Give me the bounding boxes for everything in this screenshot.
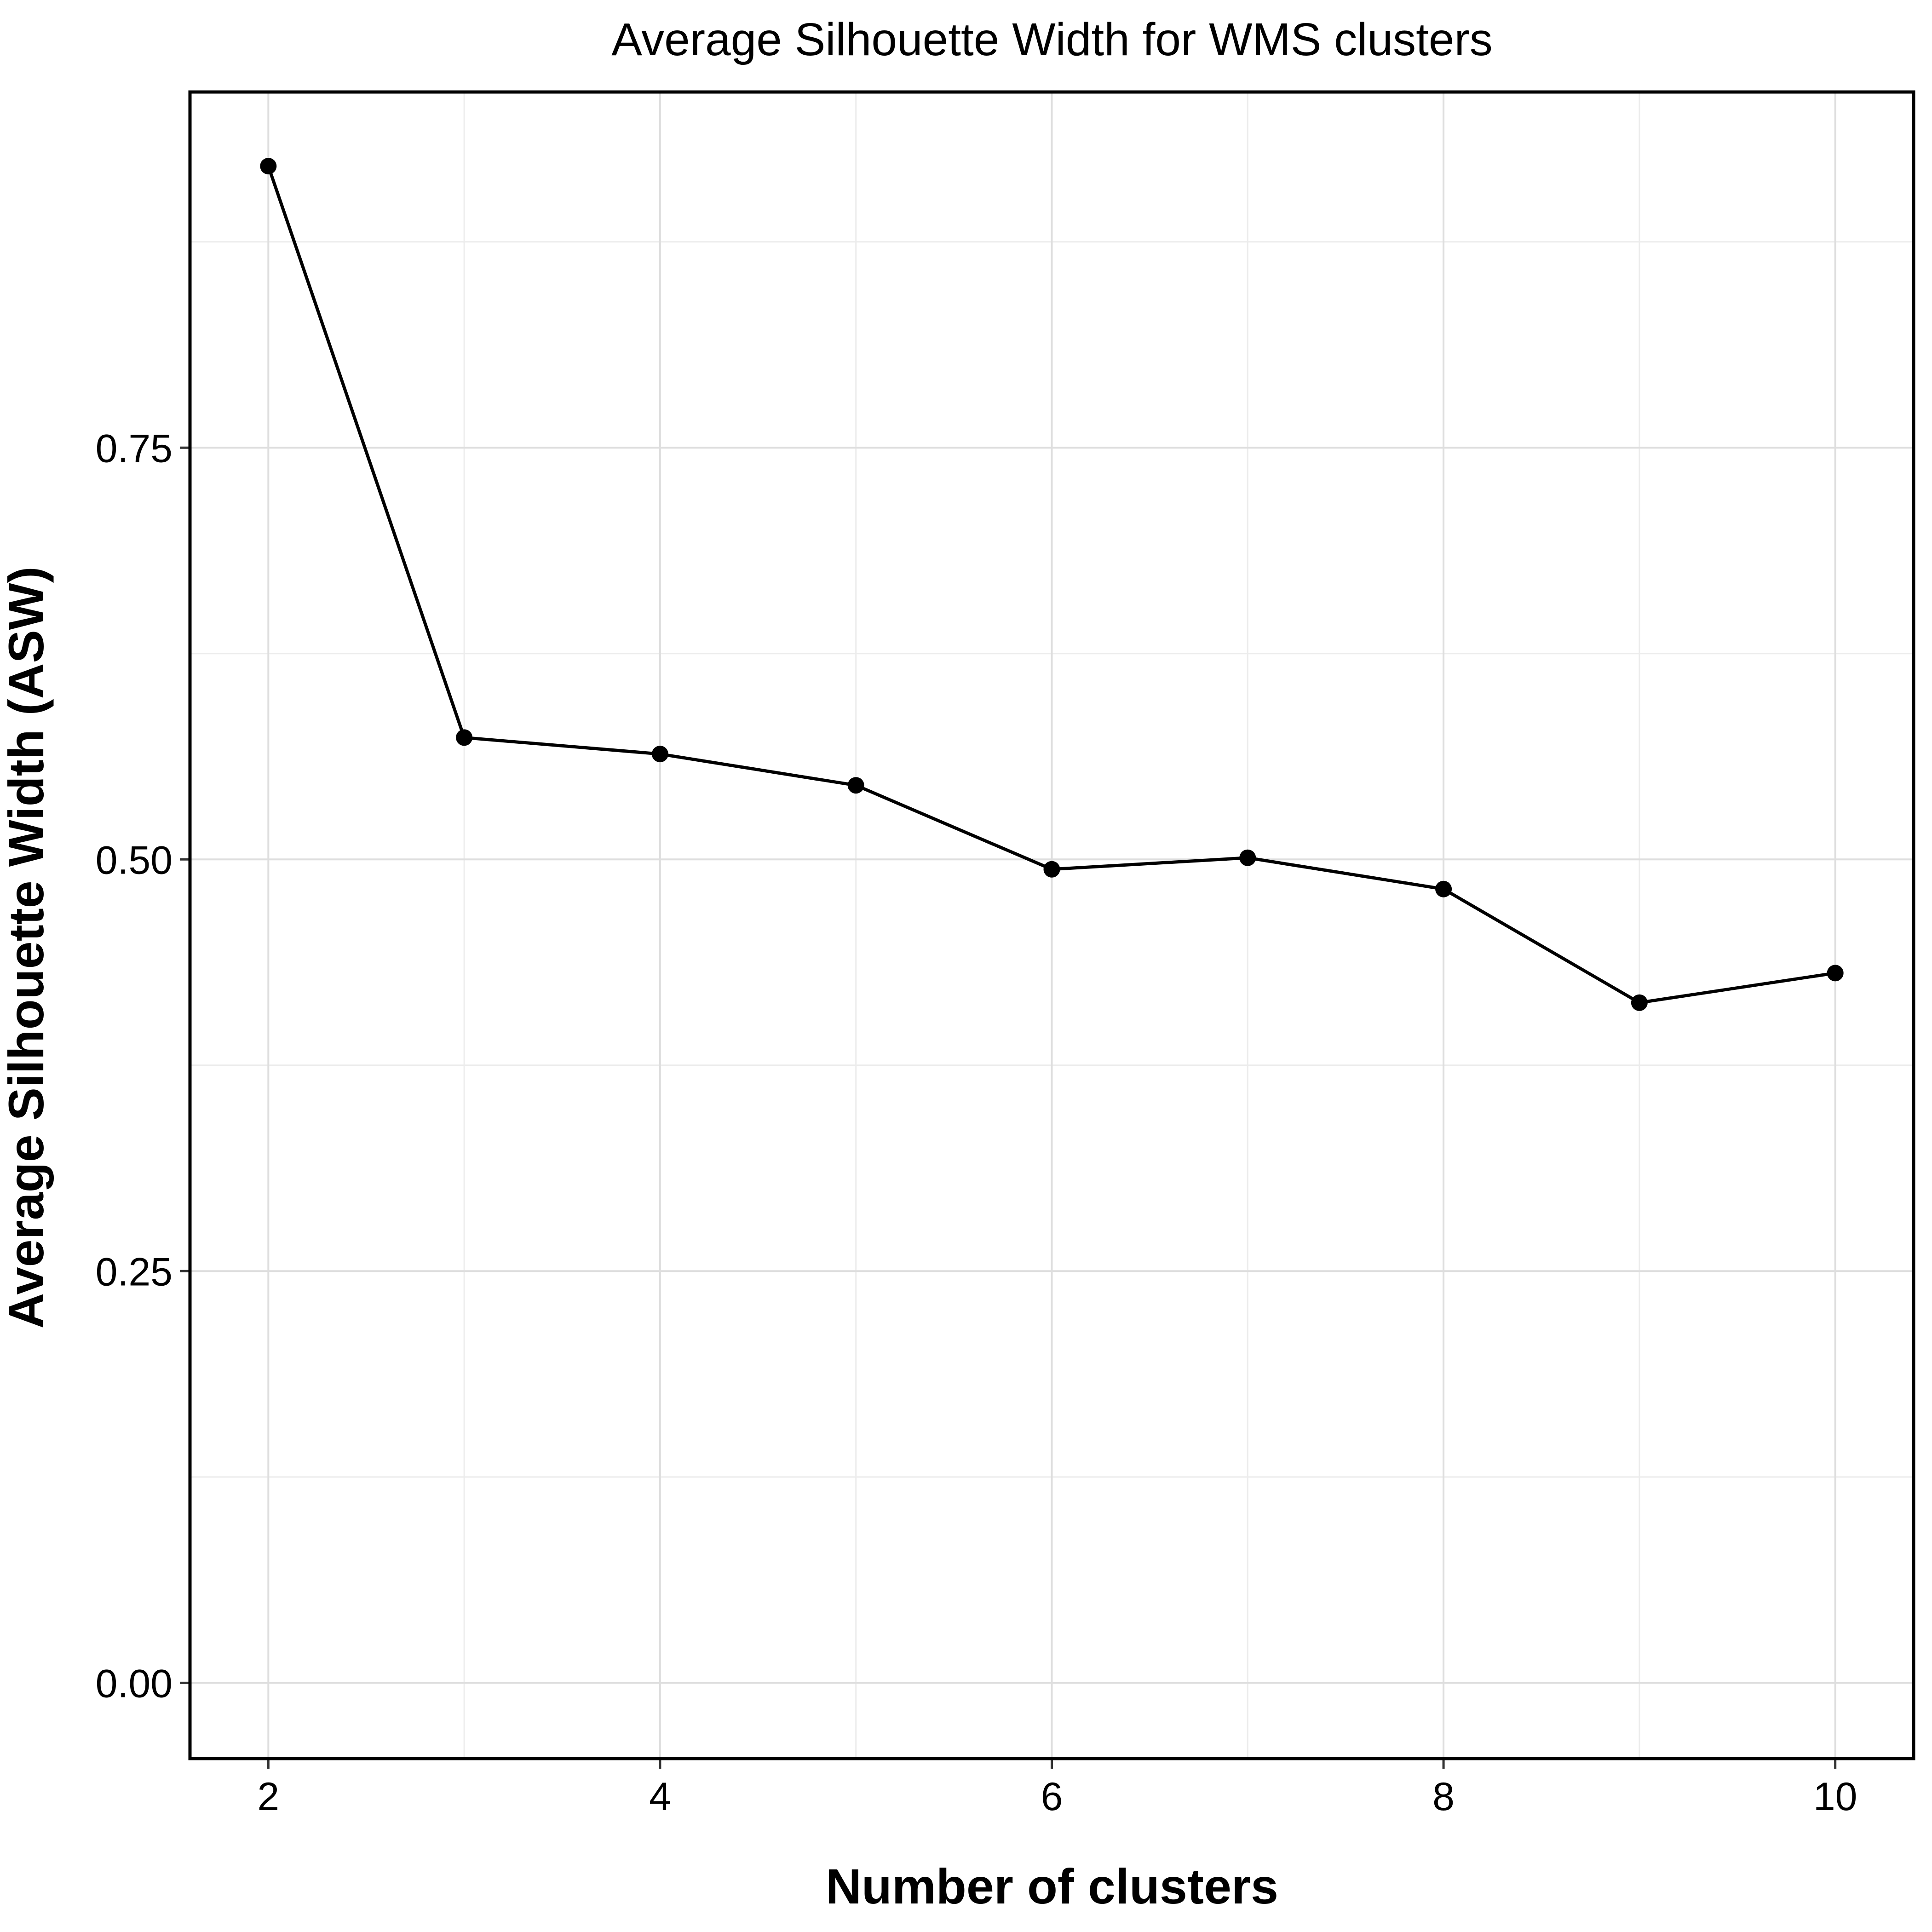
series-layer [260,158,1844,1011]
y-tick-label: 0.25 [96,1250,172,1294]
data-point [260,158,277,175]
data-point [1043,861,1060,878]
axes: 2 4 6 8 10 0.00 0.25 0.50 0.75 [96,426,1857,1819]
data-point [847,777,864,794]
data-point [1239,849,1256,866]
chart-title: Average Silhouette Width for WMS cluster… [611,14,1493,65]
data-point [1631,994,1648,1011]
x-tick-label: 2 [257,1775,279,1819]
x-tick-label: 8 [1432,1775,1455,1819]
y-tick-label: 0.50 [96,838,172,882]
panel-border [188,90,1915,1760]
x-axis-title: Number of clusters [826,1858,1278,1914]
data-point [1435,880,1452,897]
data-point [1827,965,1844,982]
x-tick-label: 6 [1041,1775,1063,1819]
data-point [651,746,668,763]
y-tick-label: 0.00 [96,1662,172,1706]
y-tick-label: 0.75 [96,426,172,471]
x-tick-label: 4 [649,1775,671,1819]
data-point [456,729,473,746]
grid-layer [190,92,1914,1759]
x-tick-label: 10 [1813,1775,1857,1819]
y-axis-title: Average Silhouette Width (ASW) [0,566,54,1328]
